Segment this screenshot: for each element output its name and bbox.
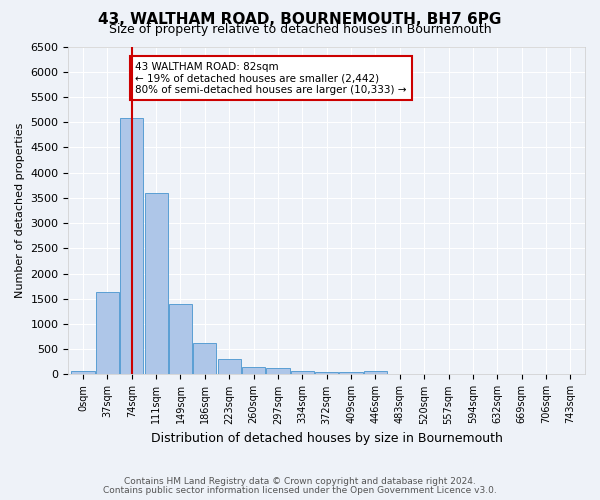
Y-axis label: Number of detached properties: Number of detached properties (15, 123, 25, 298)
Bar (340, 372, 362, 374)
Bar (266, 368, 290, 374)
Bar (315, 372, 338, 374)
Text: Contains HM Land Registry data © Crown copyright and database right 2024.: Contains HM Land Registry data © Crown c… (124, 478, 476, 486)
Bar (145, 193, 168, 374)
X-axis label: Distribution of detached houses by size in Bournemouth: Distribution of detached houses by size … (151, 432, 503, 445)
Text: 43, WALTHAM ROAD, BOURNEMOUTH, BH7 6PG: 43, WALTHAM ROAD, BOURNEMOUTH, BH7 6PG (98, 12, 502, 26)
Text: 43 WALTHAM ROAD: 82sqm
← 19% of detached houses are smaller (2,442)
80% of semi-: 43 WALTHAM ROAD: 82sqm ← 19% of detached… (136, 62, 407, 95)
Bar (71, 370, 95, 374)
Bar (169, 304, 192, 374)
Bar (291, 370, 314, 374)
Text: Size of property relative to detached houses in Bournemouth: Size of property relative to detached ho… (109, 22, 491, 36)
Bar (242, 367, 265, 374)
Bar (218, 360, 241, 374)
Bar (120, 118, 143, 374)
Bar (364, 370, 387, 374)
Bar (193, 343, 217, 374)
Bar (96, 292, 119, 374)
Text: Contains public sector information licensed under the Open Government Licence v3: Contains public sector information licen… (103, 486, 497, 495)
